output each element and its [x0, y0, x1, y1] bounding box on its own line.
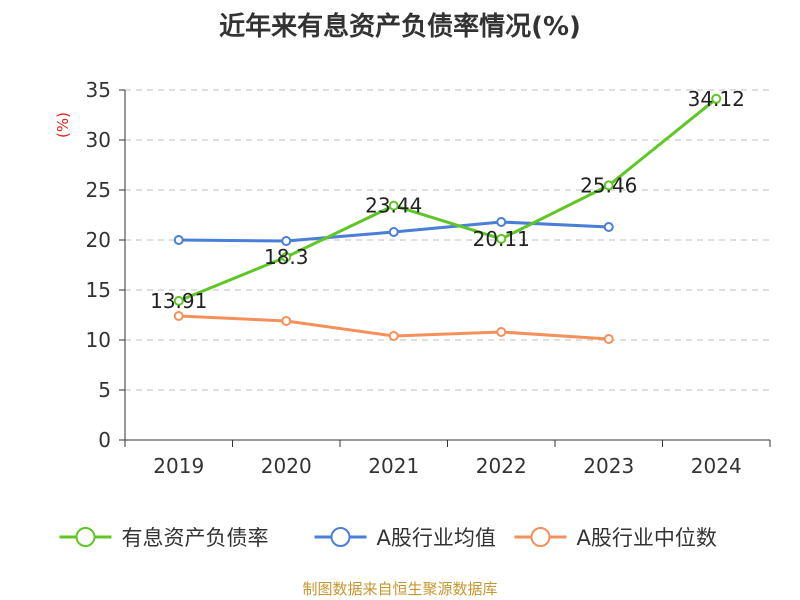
data-point [173, 235, 184, 245]
data-point [603, 334, 614, 344]
y-tick-label: 0 [98, 428, 111, 452]
data-label: 25.46 [580, 173, 637, 197]
data-point [496, 233, 507, 244]
legend-swatch-marker [75, 527, 96, 547]
data-label: 20.11 [473, 227, 530, 251]
x-tick-label: 2022 [476, 454, 527, 478]
data-point [173, 295, 184, 306]
x-tick-label: 2024 [691, 454, 742, 478]
data-point [281, 316, 292, 326]
axes: 0 5 10 15 20 25 30 35 (%) 2019 2020 2021 2022 2023 202… [54, 78, 771, 478]
data-label: 23.44 [365, 194, 422, 218]
series-lines [173, 93, 722, 344]
data-label: 13.91 [150, 289, 207, 313]
data-point [496, 327, 507, 337]
legend: 有息资产负债率 A股行业均值 A股行业中位数 [59, 526, 717, 550]
data-point [711, 93, 722, 104]
data-point [388, 200, 399, 211]
chart-title: 近年来有息资产负债率情况(%) [219, 12, 581, 42]
legend-label: A股行业均值 [377, 526, 496, 550]
data-labels: 13.91 18.3 23.44 20.11 25.46 34.12 [150, 87, 745, 313]
legend-label: 有息资产负债率 [122, 526, 269, 550]
x-tick-label: 2021 [368, 454, 419, 478]
source-note: 制图数据来自恒生聚源数据库 [302, 580, 498, 598]
x-tick-label: 2020 [261, 454, 312, 478]
y-tick-label: 25 [86, 178, 111, 202]
data-point [173, 311, 184, 321]
legend-swatch-marker [530, 527, 551, 547]
data-point [603, 222, 614, 232]
grid-lines [125, 89, 770, 391]
y-tick-label: 15 [86, 278, 111, 302]
data-point [388, 227, 399, 237]
legend-swatch-marker [330, 527, 351, 547]
legend-item: 有息资产负债率 [59, 526, 269, 550]
x-tick-label: 2019 [153, 454, 204, 478]
y-tick-label: 5 [98, 378, 111, 402]
legend-label: A股行业中位数 [577, 526, 717, 550]
y-tick-label: 30 [86, 128, 111, 152]
y-tick-label: 10 [86, 328, 111, 352]
y-tick-label: 20 [86, 228, 111, 252]
data-point [281, 236, 292, 246]
data-point [388, 331, 399, 341]
series-line [178, 97, 718, 303]
data-point [603, 180, 614, 191]
data-point [281, 252, 292, 262]
data-point [496, 217, 507, 227]
legend-item: A股行业中位数 [514, 526, 717, 550]
x-tick-label: 2023 [583, 454, 634, 478]
legend-item: A股行业均值 [314, 526, 496, 550]
y-axis-label: (%) [54, 112, 72, 138]
data-label: 34.12 [688, 87, 745, 111]
data-label: 18.3 [264, 245, 309, 269]
y-tick-label: 35 [86, 78, 111, 102]
